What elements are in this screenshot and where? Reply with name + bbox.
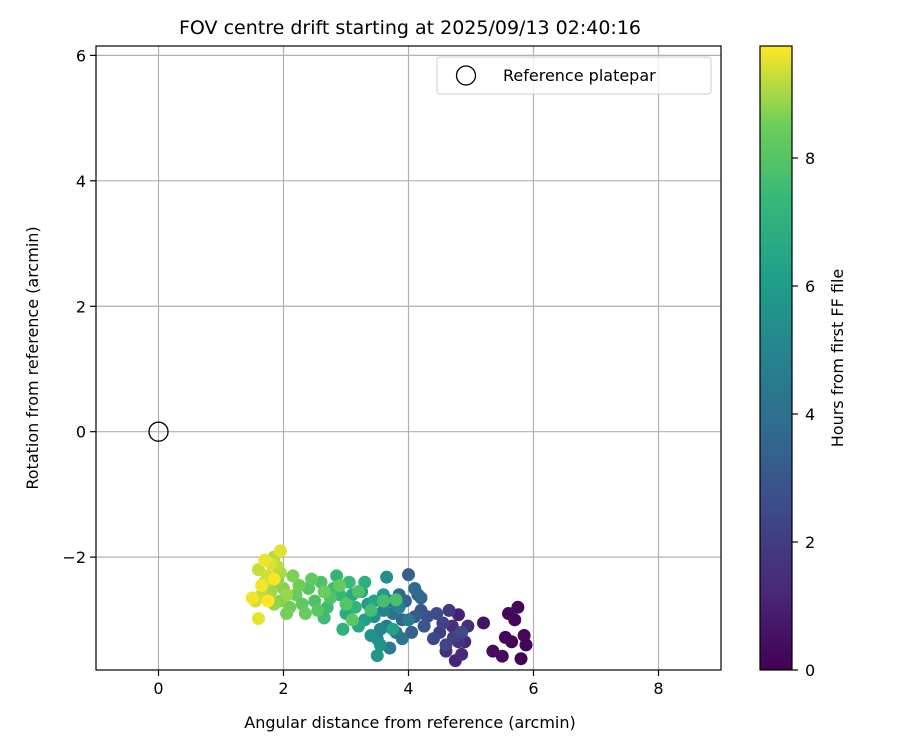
data-point (377, 603, 390, 617)
data-point (364, 629, 378, 643)
data-point (333, 578, 347, 592)
data-point (364, 603, 378, 617)
x-tick-label: 2 (278, 679, 288, 698)
colorbar-tick-label: 2 (805, 533, 815, 552)
data-point (311, 603, 325, 617)
data-point (298, 607, 312, 621)
data-point (377, 594, 390, 608)
colorbar-tick-label: 8 (805, 149, 815, 168)
data-point (255, 578, 269, 592)
data-point (336, 622, 350, 636)
data-point (511, 600, 525, 614)
y-tick-label: 4 (76, 172, 86, 191)
colorbar: 0 2 4 6 8 Hours from first FF file (759, 45, 847, 680)
data-point (370, 649, 384, 663)
data-point (402, 568, 415, 582)
legend-entry-reference: Reference platepar (503, 66, 656, 85)
data-point (389, 593, 403, 607)
data-point (261, 594, 275, 608)
data-point (252, 563, 265, 577)
data-point (273, 544, 287, 558)
data-point (280, 588, 294, 602)
data-point (380, 570, 394, 584)
y-tick-label: −2 (62, 548, 86, 567)
data-point (258, 553, 272, 567)
data-point (358, 575, 372, 589)
data-point (402, 613, 415, 627)
data-point (292, 578, 306, 592)
x-tick-label: 8 (653, 679, 663, 698)
data-point (386, 622, 400, 636)
x-tick-label: 6 (528, 679, 538, 698)
data-point (245, 591, 259, 605)
data-point (280, 607, 294, 621)
data-point (514, 652, 528, 666)
data-point (373, 638, 387, 652)
legend-reference-marker (455, 65, 477, 86)
legend: Reference platepar (436, 56, 712, 95)
scatter-points (245, 544, 533, 668)
y-axis-ticks: −2 0 2 4 6 (62, 46, 96, 567)
colorbar-label: Hours from first FF file (828, 269, 847, 448)
legend-box (436, 56, 712, 95)
colorbar-tick-label: 6 (805, 277, 815, 296)
colorbar-tick-label: 0 (805, 661, 815, 680)
x-axis-ticks: 0 2 4 6 8 (153, 670, 664, 698)
data-point (427, 632, 440, 646)
data-point (345, 613, 359, 627)
data-point (395, 632, 409, 646)
data-point (405, 625, 419, 639)
data-point (517, 629, 531, 643)
y-axis-label: Rotation from reference (arcmin) (23, 226, 42, 489)
data-point (455, 625, 469, 639)
y-tick-label: 0 (76, 423, 86, 442)
data-point (305, 572, 319, 586)
y-tick-label: 6 (76, 46, 86, 65)
grid-lines (96, 46, 721, 670)
data-point (502, 607, 515, 621)
x-tick-label: 4 (403, 679, 413, 698)
data-point (486, 644, 500, 658)
y-tick-label: 2 (76, 297, 86, 316)
reference-marker-group (148, 421, 169, 442)
data-point (352, 585, 365, 599)
data-point (408, 581, 422, 595)
reference-platepar-marker (148, 421, 169, 442)
chart-title: FOV centre drift starting at 2025/09/13 … (179, 17, 641, 39)
data-point (455, 647, 469, 661)
data-point (267, 572, 281, 586)
x-axis-label: Angular distance from reference (arcmin) (244, 713, 575, 732)
colorbar-gradient (760, 46, 792, 670)
data-point (477, 616, 490, 630)
x-tick-label: 0 (153, 679, 163, 698)
data-point (339, 597, 353, 611)
data-point (439, 638, 453, 652)
data-point (417, 619, 431, 633)
colorbar-frame (759, 45, 793, 671)
data-point (317, 585, 331, 599)
colorbar-tick-label: 4 (805, 405, 815, 424)
colorbar-ticks: 0 2 4 6 8 (792, 149, 815, 680)
data-point (442, 603, 456, 617)
data-point (498, 630, 512, 644)
data-point (286, 569, 300, 583)
data-point (436, 616, 450, 630)
data-point (414, 591, 428, 605)
data-point (252, 612, 265, 626)
